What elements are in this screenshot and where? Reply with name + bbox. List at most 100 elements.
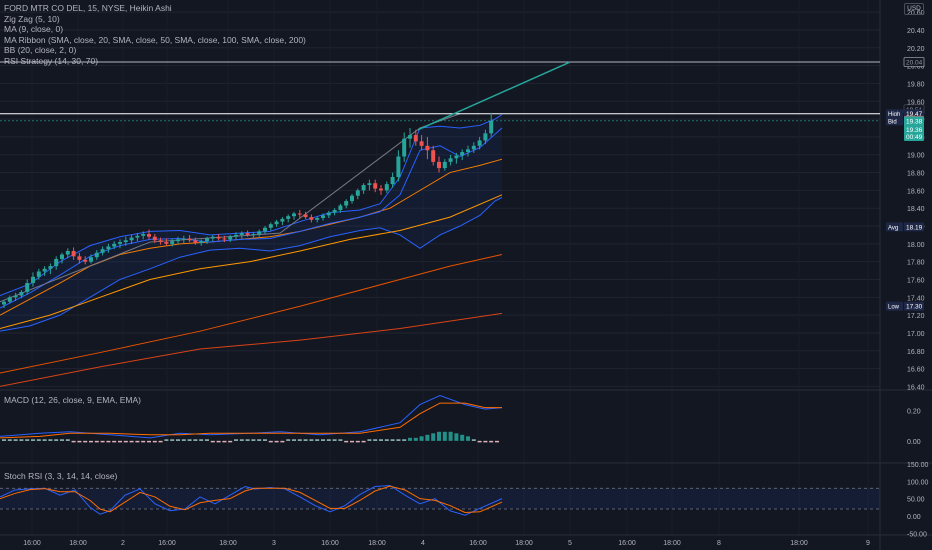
macd-histogram-bar: [466, 436, 470, 441]
macd-histogram-bar: [210, 440, 215, 443]
macd-histogram-bar: [361, 440, 366, 443]
candle-body: [106, 246, 111, 250]
time-tick-label: 2: [121, 540, 125, 547]
candle-body: [60, 254, 64, 259]
candle-body: [54, 258, 59, 267]
candle-body: [147, 234, 151, 237]
candle-body: [2, 301, 6, 305]
macd-histogram-bar: [239, 439, 244, 441]
macd-histogram-bar: [274, 440, 279, 443]
candle-body: [373, 183, 378, 189]
macd-histogram-bar: [135, 440, 140, 443]
price-tick-label: 18.40: [907, 206, 925, 213]
stoch-title[interactable]: Stoch RSI (3, 3, 14, 14, close): [4, 471, 118, 481]
macd-histogram-bar: [123, 440, 128, 443]
currency-badge[interactable]: USD: [904, 3, 924, 15]
indicator-ma-ribbon[interactable]: MA Ribbon (SMA, close, 20, SMA, close, 5…: [4, 34, 306, 45]
macd-histogram-bar: [199, 439, 204, 441]
macd-histogram-bar: [268, 440, 273, 443]
macd-histogram-bar: [495, 440, 499, 443]
macd-histogram-bar: [251, 439, 256, 441]
macd-histogram-bar: [89, 440, 93, 443]
macd-histogram-bar: [483, 440, 488, 443]
candle-body: [332, 209, 337, 213]
candle-body: [326, 212, 331, 216]
candle-body: [315, 217, 320, 220]
macd-histogram-bar: [413, 437, 418, 441]
price-label-tag: High: [888, 112, 900, 118]
price-tick-label: 17.00: [907, 331, 925, 338]
macd-histogram-bar: [344, 440, 349, 443]
candle-body: [483, 133, 488, 141]
candle-body: [48, 266, 53, 269]
candle-body: [210, 236, 215, 239]
candle-body: [123, 240, 128, 243]
price-label-tag: Bid: [888, 119, 897, 125]
price-tick-label: 18.00: [907, 242, 925, 249]
price-tick-label: 20.20: [907, 46, 925, 53]
time-tick-label: 16:00: [469, 540, 487, 547]
indicator-rsi-strategy[interactable]: RSI Strategy (14, 30, 70): [4, 55, 99, 66]
candle-body: [222, 238, 227, 240]
price-label-box: [904, 131, 924, 141]
candle-body: [112, 243, 117, 247]
candle-body: [13, 295, 18, 298]
candle-body: [367, 183, 372, 186]
indicator-bb[interactable]: BB (20, close, 2, 0): [4, 45, 77, 56]
candle-body: [77, 256, 82, 260]
macd-histogram-bar: [164, 439, 169, 441]
indicator-ma[interactable]: MA (9, close, 0): [4, 24, 64, 35]
candle-body: [89, 257, 93, 262]
overlay-line-3: [0, 194, 503, 329]
candle-body: [361, 185, 366, 191]
macd-histogram-bar: [263, 439, 267, 441]
chart-legend: FORD MTR CO DEL, 15, NYSE, Heikin Ashi Z…: [4, 3, 306, 67]
macd-histogram-bar: [454, 433, 459, 441]
macd-histogram-bar: [129, 440, 134, 443]
time-tick-label: 3: [272, 540, 276, 547]
time-tick-label: 9: [866, 540, 870, 547]
indicator-zigzag[interactable]: Zig Zag (5, 10): [4, 13, 60, 24]
macd-histogram-bar: [65, 439, 70, 441]
candle-body: [7, 297, 12, 302]
macd-histogram-bar: [216, 440, 221, 443]
macd-histogram-bar: [42, 439, 47, 441]
candle-body: [94, 252, 99, 258]
macd-histogram-bar: [373, 439, 378, 441]
candle-body: [158, 240, 163, 243]
macd-histogram-bar: [315, 439, 320, 441]
macd-histogram-bar: [442, 431, 447, 441]
candle-body: [338, 205, 343, 210]
price-label-value: 18.19: [906, 224, 923, 231]
candle-body: [379, 188, 383, 191]
stoch-d-line: [0, 485, 503, 513]
macd-signal-line: [0, 402, 502, 439]
stoch-tick-label: 0.00: [907, 514, 921, 521]
price-label-box: [904, 116, 924, 126]
macd-histogram-bar: [193, 439, 198, 441]
candle-body: [419, 141, 424, 146]
macd-histogram-bar: [54, 439, 59, 441]
macd-title[interactable]: MACD (12, 26, close, 9, EMA, EMA): [4, 395, 141, 405]
symbol-title[interactable]: FORD MTR CO DEL, 15, NYSE, Heikin Ashi: [4, 3, 172, 13]
macd-histogram-bar: [280, 440, 285, 443]
macd-histogram-bar: [408, 437, 412, 441]
macd-histogram-bar: [402, 439, 407, 441]
candle-body: [303, 214, 308, 218]
candle-body: [460, 152, 465, 156]
macd-histogram-bar: [437, 431, 441, 441]
stoch-tick-label: 50.00: [907, 497, 925, 504]
candle-body: [239, 233, 244, 235]
candle-body: [135, 235, 140, 238]
candle-body: [83, 259, 88, 262]
macd-histogram-bar: [471, 439, 476, 441]
candle-body: [408, 135, 412, 139]
macd-histogram-bar: [234, 439, 238, 441]
macd-histogram-bar: [100, 440, 105, 443]
price-label-value: 00:49: [906, 134, 923, 141]
price-tick-label: 20.40: [907, 28, 925, 35]
macd-histogram-bar: [222, 440, 227, 443]
macd-histogram-bar: [431, 433, 436, 441]
